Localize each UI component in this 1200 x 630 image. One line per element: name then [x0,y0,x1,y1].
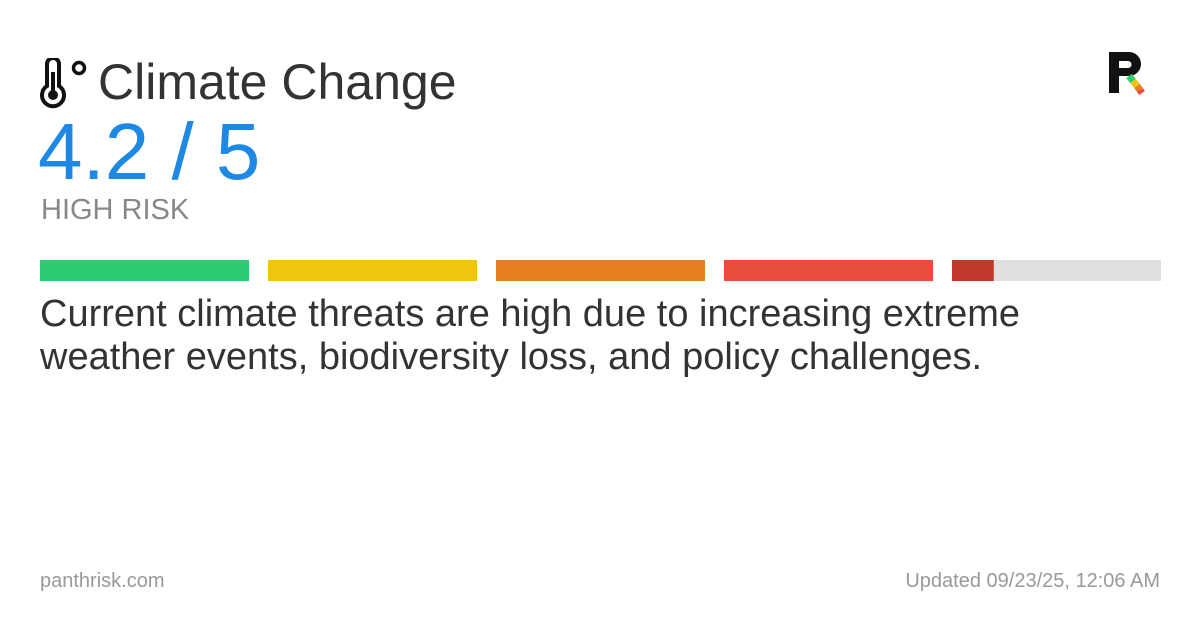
segment-fill [268,260,477,281]
title: Climate Change [98,54,457,110]
description: Current climate threats are high due to … [40,293,1021,378]
updated-time: Updated 09/23/25, 12:06 AM [905,570,1160,592]
segment-track [952,260,1161,281]
segment-fill [724,260,933,281]
thermometer-icon [40,58,87,109]
segment-fill [952,260,994,281]
score-bar [40,260,1161,281]
segment-fill [496,260,705,281]
score: 4.2 / 5 [38,107,261,196]
risk-level: HIGH RISK [41,194,190,226]
segment-fill [40,260,249,281]
logo [1109,52,1145,95]
site-link: panthrisk.com [40,570,165,592]
